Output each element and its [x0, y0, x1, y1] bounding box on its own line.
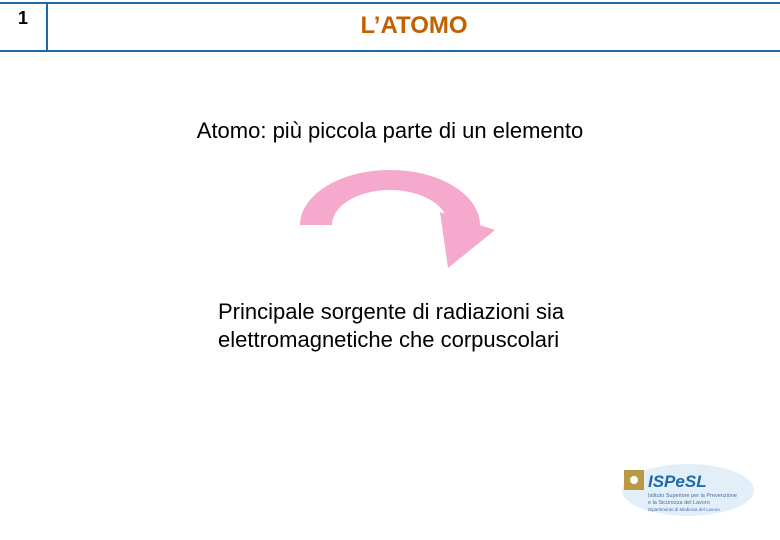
slide-title-text: L’ATOMO [360, 12, 467, 39]
arrow-icon [270, 170, 510, 280]
page-number-text: 1 [18, 8, 28, 29]
logo-sub-2: e la Sicurezza del Lavoro [648, 500, 710, 506]
arrow [0, 170, 780, 280]
logo-brand-text: ISPeSL [648, 472, 707, 491]
logo-square-dot [630, 476, 638, 484]
slide-title: L’ATOMO [48, 4, 780, 50]
subtitle: Atomo: più piccola parte di un elemento [0, 118, 780, 144]
body-line-2: elettromagnetiche che corpuscolari [218, 326, 564, 354]
logo: ISPeSL Istituto Superiore per la Prevenz… [618, 460, 758, 516]
page-number: 1 [0, 4, 48, 50]
logo-sub-3: Dipartimento di Medicina del Lavoro [648, 507, 720, 512]
logo-icon: ISPeSL Istituto Superiore per la Prevenz… [618, 460, 758, 516]
slide: 1 L’ATOMO Atomo: più piccola parte di un… [0, 0, 780, 540]
body-line-1: Principale sorgente di radiazioni sia [218, 298, 564, 326]
body-text: Principale sorgente di radiazioni sia el… [218, 298, 564, 353]
subtitle-text: Atomo: più piccola parte di un elemento [197, 118, 583, 143]
logo-sub-1: Istituto Superiore per la Prevenzione [648, 493, 737, 499]
header-bar: 1 L’ATOMO [0, 2, 780, 52]
